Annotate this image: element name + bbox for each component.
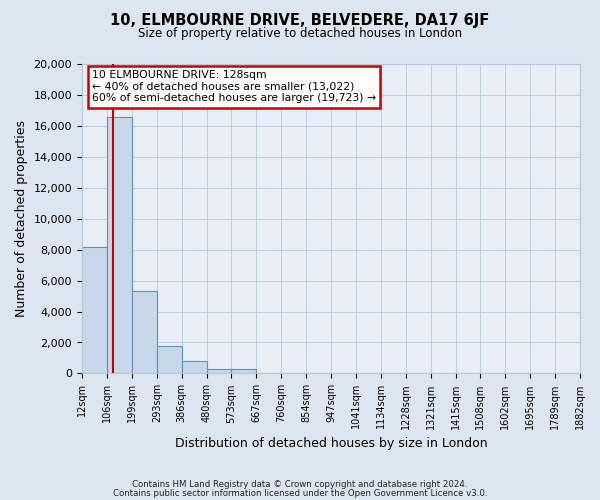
Bar	[232, 369, 256, 374]
Bar	[132, 292, 157, 374]
Text: Contains HM Land Registry data © Crown copyright and database right 2024.: Contains HM Land Registry data © Crown c…	[132, 480, 468, 489]
Y-axis label: Number of detached properties: Number of detached properties	[15, 120, 28, 317]
Text: Size of property relative to detached houses in London: Size of property relative to detached ho…	[138, 28, 462, 40]
Text: Contains public sector information licensed under the Open Government Licence v3: Contains public sector information licen…	[113, 488, 487, 498]
Text: 10 ELMBOURNE DRIVE: 128sqm
← 40% of detached houses are smaller (13,022)
60% of : 10 ELMBOURNE DRIVE: 128sqm ← 40% of deta…	[92, 70, 376, 103]
Bar	[82, 246, 107, 374]
Bar	[157, 346, 182, 374]
Text: 10, ELMBOURNE DRIVE, BELVEDERE, DA17 6JF: 10, ELMBOURNE DRIVE, BELVEDERE, DA17 6JF	[110, 12, 490, 28]
Bar	[107, 116, 132, 374]
Bar	[182, 361, 206, 374]
X-axis label: Distribution of detached houses by size in London: Distribution of detached houses by size …	[175, 437, 487, 450]
Bar	[206, 369, 232, 374]
